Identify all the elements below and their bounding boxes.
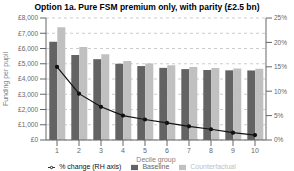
svg-text:2: 2: [77, 147, 81, 154]
svg-text:£4,000: £4,000: [18, 75, 38, 82]
svg-text:Funding per pupil: Funding per pupil: [8, 52, 10, 107]
svg-text:15%: 15%: [274, 63, 286, 70]
svg-text:5: 5: [143, 147, 147, 154]
svg-text:£6,000: £6,000: [18, 45, 38, 52]
svg-text:0%: 0%: [274, 136, 284, 143]
svg-text:6: 6: [165, 147, 169, 154]
svg-text:£7,000: £7,000: [18, 30, 38, 37]
svg-text:25%: 25%: [274, 14, 286, 21]
svg-text:8: 8: [209, 147, 213, 154]
svg-text:£3,000: £3,000: [18, 91, 38, 98]
svg-text:7: 7: [187, 147, 191, 154]
html-text:Option 1a. Pure FSM premium on: Option 1a. Pure FSM premium only, with p…: [34, 2, 260, 12]
svg-text:£0: £0: [31, 136, 39, 143]
svg-text:Decile group: Decile group: [136, 156, 175, 164]
svg-text:20%: 20%: [274, 39, 286, 46]
svg-text:£8,000: £8,000: [18, 14, 38, 21]
svg-text:5%: 5%: [274, 112, 284, 119]
svg-text:£1,000: £1,000: [18, 121, 38, 128]
svg-text:4: 4: [121, 147, 125, 154]
svg-text:1: 1: [55, 147, 59, 154]
html-text:Baseline: Baseline: [142, 163, 170, 170]
svg-text:£5,000: £5,000: [18, 60, 38, 67]
svg-text:9: 9: [231, 147, 235, 154]
svg-text:3: 3: [99, 147, 103, 154]
svg-text:10%: 10%: [274, 88, 286, 95]
svg-text:10: 10: [251, 147, 259, 154]
html-text:Counterfactual: Counterfactual: [190, 163, 236, 170]
svg-text:£2,000: £2,000: [18, 106, 38, 113]
html-text:% change (RH axis): % change (RH axis): [59, 163, 122, 170]
